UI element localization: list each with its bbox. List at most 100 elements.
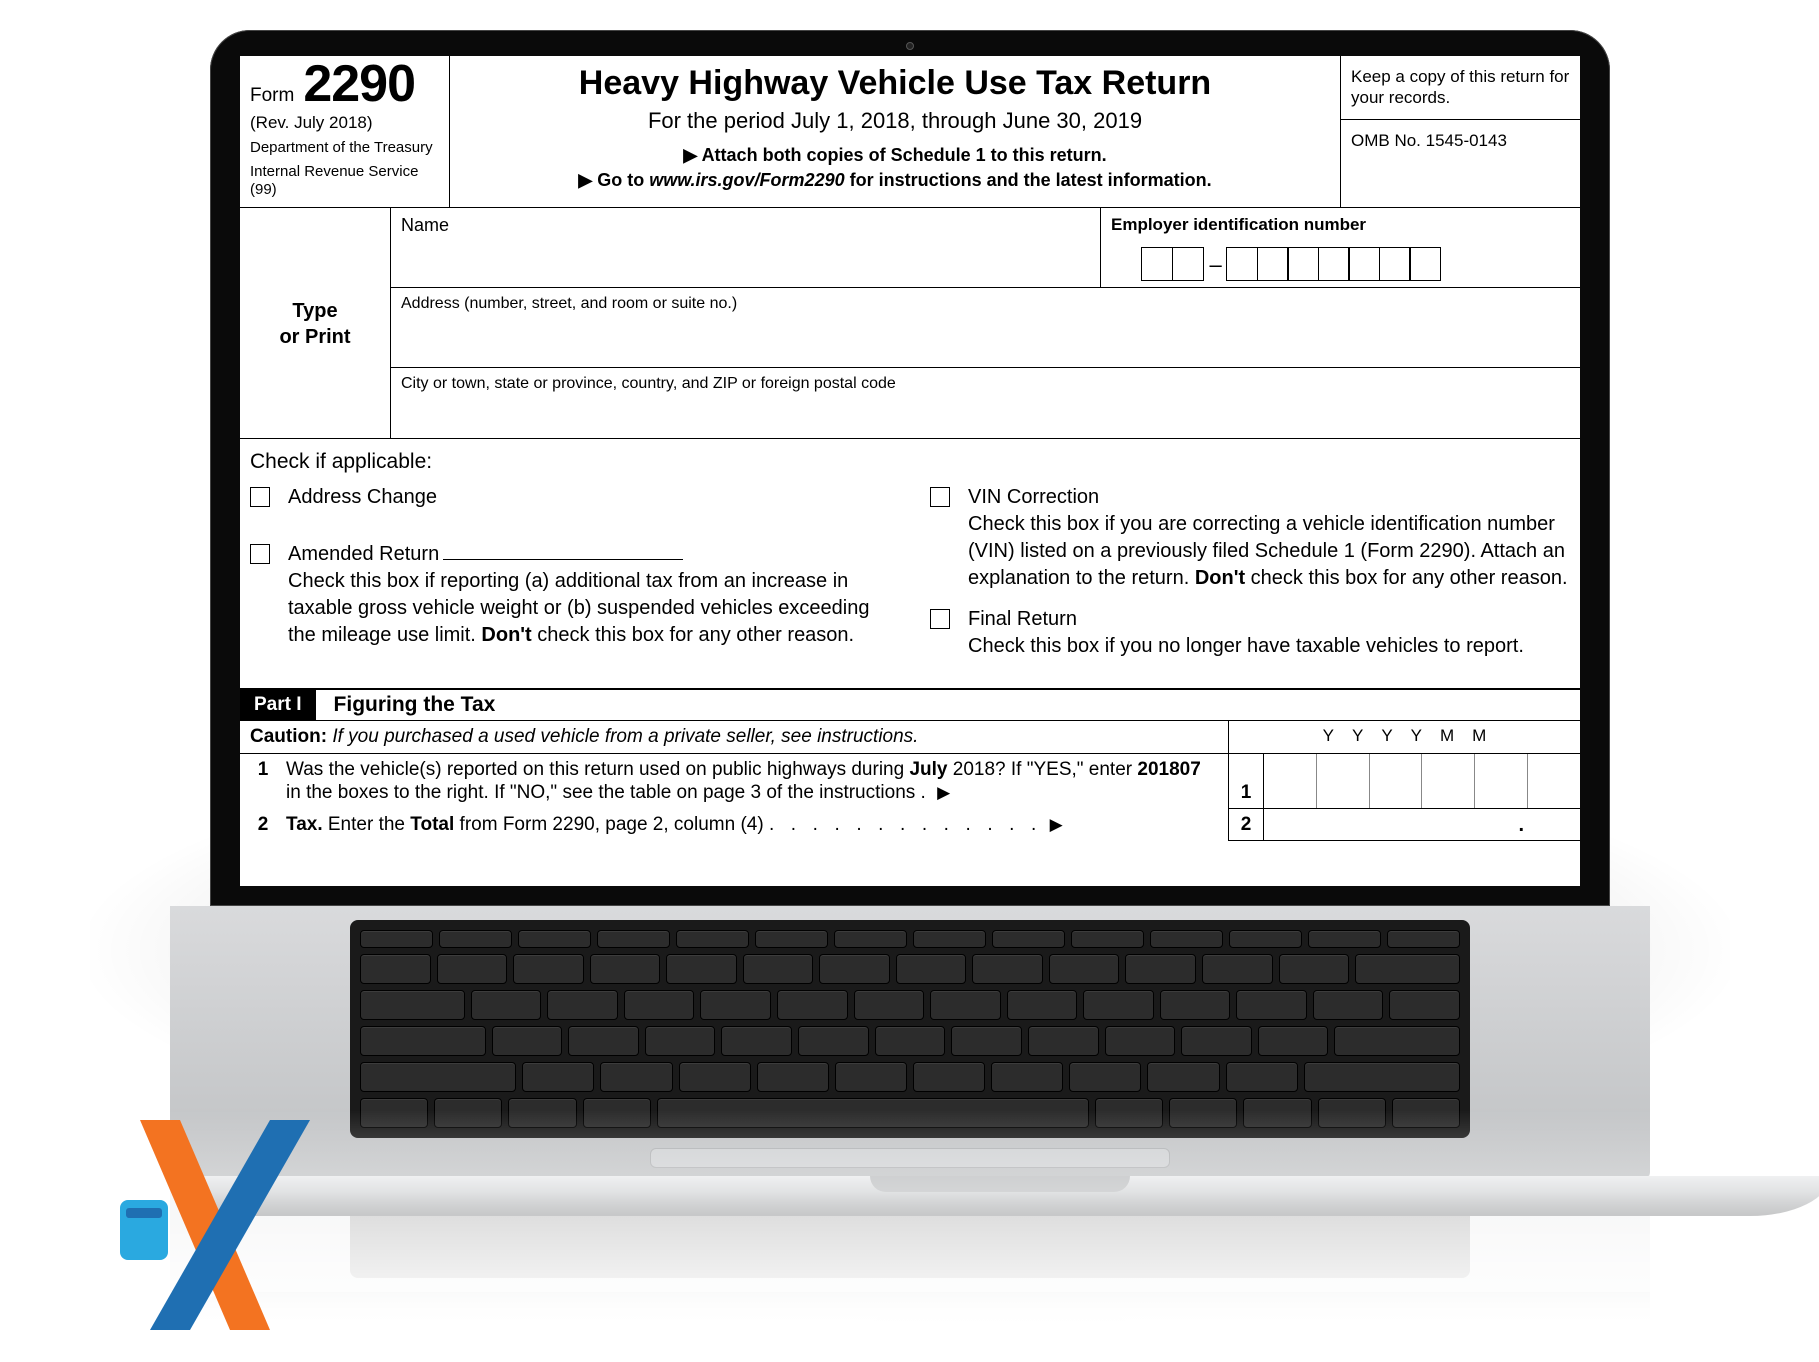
ein-box[interactable] [1172,247,1204,281]
ein-boxes[interactable]: – [1141,247,1570,281]
form-period: For the period July 1, 2018, through Jun… [460,107,1330,135]
date-header: YYYYMM [1228,721,1580,753]
vin-dont: Don't [1195,567,1245,589]
header-right: Keep a copy of this return for your reco… [1340,56,1580,207]
amended-blank-line[interactable] [443,559,683,560]
caution-label: Caution: [250,726,327,747]
line2-amount-box[interactable]: . [1264,809,1580,841]
line1-b: 2018? If "YES," enter [948,759,1138,780]
ein-box[interactable] [1226,247,1258,281]
line1-code: 201807 [1137,759,1200,780]
line2-a: Enter the [323,814,411,835]
line2-tax: Tax. [286,814,323,835]
ein-box[interactable] [1141,247,1173,281]
type-or-print-label: Type or Print [240,209,390,438]
type-word: Type [292,300,337,322]
form-header: Form 2290 (Rev. July 2018) Department of… [240,56,1580,208]
line2-num: 2 [240,809,286,841]
arrow-icon: ▶ [1050,815,1063,834]
camera-dot [906,42,914,50]
part1-tag: Part I [240,690,316,720]
form-word: Form [250,85,294,106]
checkbox-address-change[interactable] [250,487,270,507]
city-label: City or town, state or province, country… [401,374,1570,394]
line1-a: Was the vehicle(s) reported on this retu… [286,759,909,780]
city-row[interactable]: City or town, state or province, country… [391,368,1580,438]
name-cell: Name [391,208,1100,287]
line2-boxnum: 2 [1228,809,1264,841]
caution-body: If you purchased a used vehicle from a p… [327,726,918,747]
vin-label: VIN Correction [968,486,1099,508]
final-text: Check this box if you no longer have tax… [968,635,1524,657]
address-change-label: Address Change [288,486,437,508]
ein-box[interactable] [1348,247,1380,281]
line-2: 2 Tax. Enter the Total from Form 2290, p… [240,809,1580,841]
line1-num: 1 [240,754,286,810]
decimal-point: . [1518,813,1524,838]
keyboard [350,920,1470,1138]
identity-block: Type or Print Name Employer identificati… [240,208,1580,439]
amended-dont: Don't [481,624,531,646]
identity-fields: Name Employer identification number – [390,208,1580,438]
goto-url: www.irs.gov/Form2290 [649,170,844,190]
checkbox-final[interactable] [930,609,950,629]
ein-dash: – [1204,251,1228,279]
line1-date-boxes[interactable] [1264,754,1580,810]
arrow-icon: ▶ [937,783,950,802]
ein-box[interactable] [1287,247,1319,281]
line2-total: Total [410,814,454,835]
form-title: Heavy Highway Vehicle Use Tax Return [460,62,1330,105]
attach-line: ▶ Attach both copies of Schedule 1 to th… [460,144,1330,167]
part1-bar: Part I Figuring the Tax [240,690,1580,721]
line2-text: Tax. Enter the Total from Form 2290, pag… [286,809,1228,841]
line2-b: from Form 2290, page 2, column (4) [454,814,763,835]
ein-box[interactable] [1379,247,1411,281]
amended-label: Amended Return [288,543,439,565]
laptop-lid: Form 2290 (Rev. July 2018) Department of… [210,30,1610,906]
check-col-right: VIN Correction Check this box if you are… [930,484,1570,674]
address-row[interactable]: Address (number, street, and room or sui… [391,288,1580,368]
form-2290: Form 2290 (Rev. July 2018) Department of… [240,56,1580,841]
part1-body: Caution: If you purchased a used vehicle… [240,721,1580,841]
caution-row: Caution: If you purchased a used vehicle… [240,721,1580,754]
check-amended: Amended Return Check this box if reporti… [250,541,890,649]
goto-suffix: for instructions and the latest informat… [845,170,1212,190]
ein-box[interactable] [1318,247,1350,281]
name-ein-row: Name Employer identification number – [391,208,1580,288]
attach-text: Attach both copies of Schedule 1 to this… [702,145,1107,165]
dept-treasury: Department of the Treasury [250,139,449,157]
or-print-word: or Print [279,326,350,348]
ein-box[interactable] [1409,247,1441,281]
check-applicable-section: Check if applicable: Address Change Amen… [240,439,1580,689]
caution-text: Caution: If you purchased a used vehicle… [240,721,1228,753]
form-number: 2290 [303,64,415,106]
line1-july: July [909,759,947,780]
address-label: Address (number, street, and room or sui… [401,294,1570,314]
goto-prefix: Go to [597,170,649,190]
final-label: Final Return [968,608,1077,630]
check-columns: Address Change Amended Return Check this… [250,484,1570,674]
irs-line: Internal Revenue Service (99) [250,163,449,199]
brand-logo [120,1110,320,1340]
name-label: Name [401,214,1090,237]
line1-boxnum: 1 [1228,754,1264,810]
ein-cell: Employer identification number – [1100,208,1580,287]
keep-copy: Keep a copy of this return for your reco… [1341,56,1580,120]
check-vin: VIN Correction Check this box if you are… [930,484,1570,592]
header-center: Heavy Highway Vehicle Use Tax Return For… [450,56,1340,207]
checkbox-vin[interactable] [930,487,950,507]
line1-c: in the boxes to the right. If "NO," see … [286,782,926,803]
check-col-left: Address Change Amended Return Check this… [250,484,890,674]
check-header: Check if applicable: [250,449,1570,475]
laptop-screen: Form 2290 (Rev. July 2018) Department of… [240,56,1580,886]
line-1: 1 Was the vehicle(s) reported on this re… [240,754,1580,810]
laptop-frame: Form 2290 (Rev. July 2018) Department of… [170,30,1650,1216]
vin-text-b: check this box for any other reason. [1245,567,1567,589]
checkbox-amended[interactable] [250,544,270,564]
amended-text-b: check this box for any other reason. [532,624,854,646]
goto-line: ▶ Go to www.irs.gov/Form2290 for instruc… [460,169,1330,192]
ein-label: Employer identification number [1111,214,1570,235]
dots [769,814,1038,835]
ein-box[interactable] [1257,247,1289,281]
part1-title: Figuring the Tax [316,690,514,720]
